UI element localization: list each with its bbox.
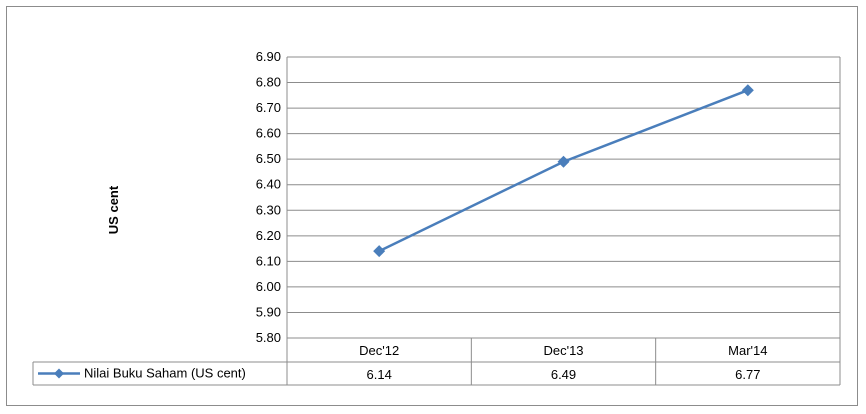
gridlines	[286, 56, 841, 339]
table-value-cell: 6.49	[551, 367, 576, 382]
y-tick-label: 5.90	[256, 304, 281, 319]
series-line	[378, 89, 749, 253]
y-tick-label: 6.90	[256, 49, 281, 64]
y-tick-label: 6.40	[256, 177, 281, 192]
y-tick-label: 6.00	[256, 279, 281, 294]
data-table: Dec'12 6.14 Dec'13 6.49 Mar'14 6.77 Nilai Buku…	[32, 337, 841, 386]
x-category-label: Dec'13	[543, 343, 583, 358]
y-tick-label: 6.80	[256, 75, 281, 90]
y-tick-label: 6.50	[256, 151, 281, 166]
series-nilai-buku-saham	[373, 84, 754, 258]
y-tick-label: 6.20	[256, 228, 281, 243]
y-tick-label: 5.80	[256, 330, 281, 345]
x-category-label: Mar'14	[728, 343, 767, 358]
data-point-marker	[557, 155, 570, 168]
chart-frame	[6, 6, 858, 406]
y-tick-label: 6.10	[256, 253, 281, 268]
y-axis-label: US cent	[106, 185, 121, 234]
table-value-cell: 6.77	[735, 367, 760, 382]
data-point-marker	[373, 245, 386, 258]
table-value-cell: 6.14	[367, 367, 392, 382]
y-tick-label: 6.70	[256, 100, 281, 115]
y-tick-label: 6.60	[256, 126, 281, 141]
legend-series-name: Nilai Buku Saham (US cent)	[84, 366, 246, 381]
legend-marker-key	[54, 368, 64, 379]
x-category-label: Dec'12	[359, 343, 399, 358]
y-tick-label: 6.30	[256, 202, 281, 217]
data-point-marker	[741, 84, 754, 97]
y-axis-ticks: 5.80 5.90 6.00 6.10 6.20 6.30 6.40 6.50 6.60 6.70…	[256, 49, 281, 345]
